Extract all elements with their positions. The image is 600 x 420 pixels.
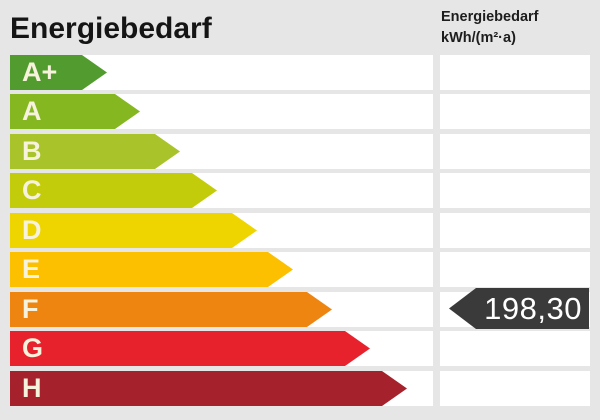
energy-value: 198,30: [484, 290, 582, 326]
energy-band-label: G: [22, 333, 44, 363]
energy-band-label: F: [22, 294, 39, 324]
energy-band-row: B: [0, 134, 600, 169]
energy-band-label: A: [22, 96, 42, 126]
value-track: [440, 94, 590, 129]
value-track: [440, 173, 590, 208]
value-marker: 198,30: [449, 288, 589, 329]
value-track: [440, 371, 590, 406]
energy-band-label: C: [22, 175, 42, 205]
energy-band-bar: G: [10, 331, 370, 366]
energy-band-label: B: [22, 136, 42, 166]
value-track: [440, 213, 590, 248]
energy-band-row: D: [0, 213, 600, 248]
energy-band-label: E: [22, 254, 41, 284]
unit-header: Energiebedarf kWh/(m²·a): [441, 7, 539, 49]
energy-band-bar: D: [10, 213, 257, 248]
energy-band-row: C: [0, 173, 600, 208]
page-title: Energiebedarf: [10, 12, 212, 45]
value-track: [440, 331, 590, 366]
energy-band-row: E: [0, 252, 600, 287]
energy-band-row: A: [0, 94, 600, 129]
value-track: [440, 252, 590, 287]
energy-band-bar: A: [10, 94, 140, 129]
unit-header-unit: kWh/(m²·a): [441, 30, 516, 46]
energy-band-bar: C: [10, 173, 217, 208]
value-track: [440, 55, 590, 90]
value-track: [440, 134, 590, 169]
energy-band-bar: E: [10, 252, 293, 287]
energy-band-row: A+: [0, 55, 600, 90]
energy-band-label: H: [22, 373, 42, 403]
energy-band-row: G: [0, 331, 600, 366]
energy-band-bar: F: [10, 292, 332, 327]
energy-band-label: D: [22, 215, 42, 245]
energy-band-bar: H: [10, 371, 407, 406]
energy-band-label: A+: [22, 57, 58, 87]
unit-header-title: Energiebedarf: [441, 9, 539, 25]
energy-band-row: H: [0, 371, 600, 406]
energy-band-bar: B: [10, 134, 180, 169]
